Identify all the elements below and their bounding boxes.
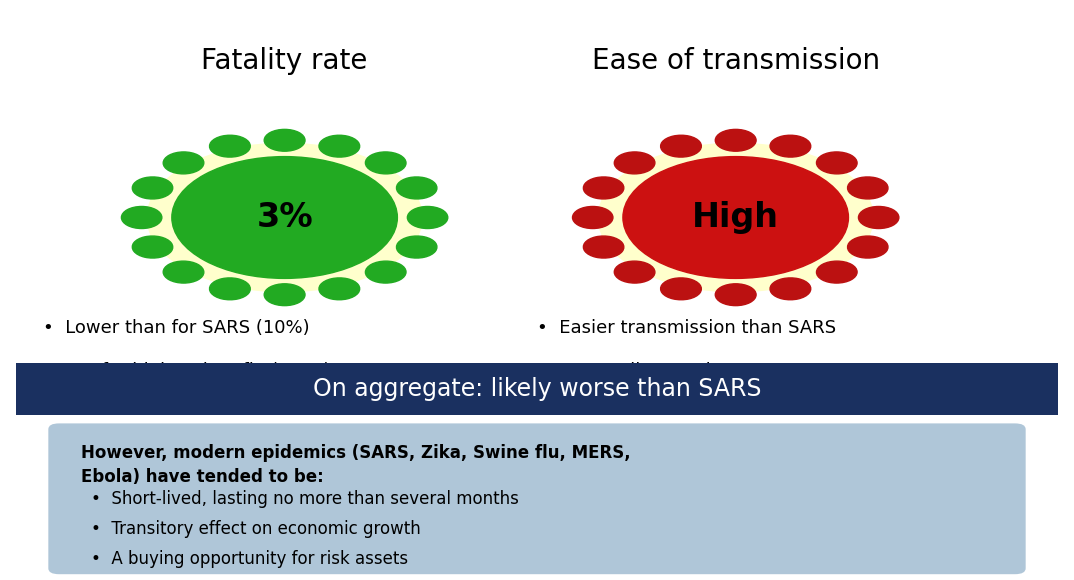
Ellipse shape (264, 129, 305, 151)
Text: 3%: 3% (257, 201, 313, 234)
Ellipse shape (661, 135, 701, 157)
Ellipse shape (209, 135, 250, 157)
Text: Fatality rate: Fatality rate (202, 47, 367, 75)
Ellipse shape (583, 177, 624, 199)
Text: •  Now well exceeds SARS cases: • Now well exceeds SARS cases (537, 362, 830, 380)
Ellipse shape (396, 177, 437, 199)
Ellipse shape (209, 278, 250, 300)
Ellipse shape (715, 284, 756, 306)
Ellipse shape (264, 284, 305, 306)
Ellipse shape (847, 177, 888, 199)
Ellipse shape (816, 152, 857, 174)
Ellipse shape (614, 152, 655, 174)
Ellipse shape (770, 278, 811, 300)
Text: Ebola) have tended to be:: Ebola) have tended to be: (81, 468, 323, 486)
Ellipse shape (396, 236, 437, 258)
Ellipse shape (816, 261, 857, 283)
Circle shape (598, 143, 873, 292)
Text: However, modern epidemics (SARS, Zika, Swine flu, MERS,: However, modern epidemics (SARS, Zika, S… (81, 444, 630, 462)
Ellipse shape (365, 152, 406, 174)
Text: Ease of transmission: Ease of transmission (592, 47, 880, 75)
Ellipse shape (770, 135, 811, 157)
Text: On aggregate: likely worse than SARS: On aggregate: likely worse than SARS (313, 376, 761, 401)
Ellipse shape (132, 236, 173, 258)
Ellipse shape (583, 236, 624, 258)
Ellipse shape (847, 236, 888, 258)
Circle shape (147, 143, 422, 292)
Ellipse shape (121, 206, 162, 229)
Text: •  But far higher than flu (0.1%): • But far higher than flu (0.1%) (43, 362, 331, 380)
Text: High: High (692, 201, 780, 234)
FancyBboxPatch shape (48, 423, 1026, 574)
Ellipse shape (715, 129, 756, 151)
Ellipse shape (407, 206, 448, 229)
Ellipse shape (319, 278, 360, 300)
Ellipse shape (614, 261, 655, 283)
Ellipse shape (365, 261, 406, 283)
Text: •  Easier transmission than SARS: • Easier transmission than SARS (537, 318, 837, 337)
Ellipse shape (572, 206, 613, 229)
FancyBboxPatch shape (16, 362, 1058, 415)
Text: •  Lower than for SARS (10%): • Lower than for SARS (10%) (43, 318, 309, 337)
Ellipse shape (163, 261, 204, 283)
Ellipse shape (661, 278, 701, 300)
Text: •  A buying opportunity for risk assets: • A buying opportunity for risk assets (91, 550, 408, 568)
Ellipse shape (319, 135, 360, 157)
Circle shape (623, 157, 848, 278)
Ellipse shape (163, 152, 204, 174)
Text: •  Short-lived, lasting no more than several months: • Short-lived, lasting no more than seve… (91, 490, 519, 508)
Text: •  Transitory effect on economic growth: • Transitory effect on economic growth (91, 520, 421, 538)
Ellipse shape (858, 206, 899, 229)
Circle shape (172, 157, 397, 278)
Ellipse shape (132, 177, 173, 199)
